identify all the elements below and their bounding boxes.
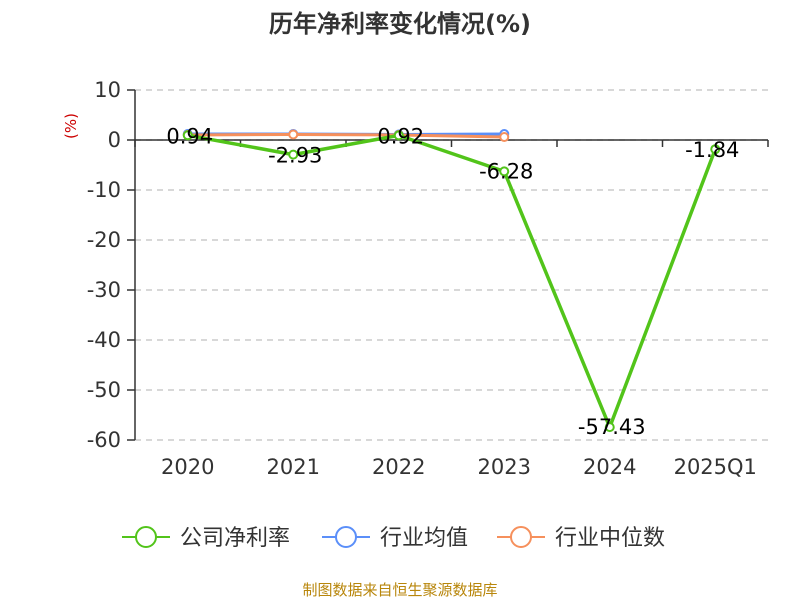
y-axis-unit: (%) <box>62 113 80 139</box>
data-label: -1.84 <box>685 138 739 162</box>
data-point[interactable] <box>182 130 193 141</box>
y-tick-label: -40 <box>87 328 121 352</box>
data-point[interactable] <box>499 132 510 142</box>
legend[interactable]: 公司净利率 行业均值 行业中位数 <box>122 526 665 551</box>
data-point[interactable] <box>604 422 615 433</box>
x-tick-label: 2021 <box>267 455 320 479</box>
data-label: -2.93 <box>268 144 322 168</box>
legend-item[interactable]: 行业中位数 <box>497 526 665 551</box>
x-tick-label: 2025Q1 <box>674 455 757 479</box>
y-tick-label: -50 <box>87 378 121 402</box>
legend-item[interactable]: 行业均值 <box>322 526 468 551</box>
x-tick-labels: 2020 2021 2022 2023 2024 2025Q1 <box>161 455 757 479</box>
data-point[interactable] <box>499 166 510 177</box>
y-tick-label: -60 <box>87 428 121 452</box>
legend-item[interactable]: 公司净利率 <box>122 526 290 551</box>
series-lines <box>182 129 721 433</box>
legend-label: 公司净利率 <box>180 526 290 551</box>
y-tick-label: 10 <box>94 78 121 102</box>
data-point[interactable] <box>393 130 404 141</box>
data-point[interactable] <box>288 149 299 160</box>
legend-label: 行业中位数 <box>555 526 665 551</box>
data-point[interactable] <box>288 129 299 140</box>
y-tick-label: -20 <box>87 228 121 252</box>
x-tick-label: 2020 <box>161 455 214 479</box>
y-tick-label: 0 <box>108 128 121 152</box>
data-label: 0.94 <box>166 124 213 148</box>
legend-marker-icon <box>510 526 532 548</box>
data-label: 0.92 <box>377 124 424 148</box>
data-label: -57.43 <box>578 415 646 439</box>
source-footer: 制图数据来自恒生聚源数据库 <box>302 581 497 599</box>
legend-label: 行业均值 <box>380 526 468 551</box>
y-tick-label: -10 <box>87 178 121 202</box>
data-label: -6.28 <box>479 159 533 183</box>
legend-marker-icon <box>335 526 357 548</box>
data-point[interactable] <box>710 144 721 155</box>
series-line <box>187 133 505 139</box>
legend-marker-icon <box>135 526 157 548</box>
y-tick-labels: 10 0 -10 -20 -30 -40 -50 -60 <box>87 78 121 452</box>
chart-title: 历年净利率变化情况(%) <box>269 10 531 38</box>
x-tick-label: 2024 <box>583 455 636 479</box>
y-tick-label: -30 <box>87 278 121 302</box>
series-line <box>187 133 717 429</box>
x-tick-label: 2023 <box>478 455 531 479</box>
data-labels: 0.94 -2.93 0.92 -6.28 -57.43 -1.84 <box>166 124 739 439</box>
x-tick-label: 2022 <box>372 455 425 479</box>
